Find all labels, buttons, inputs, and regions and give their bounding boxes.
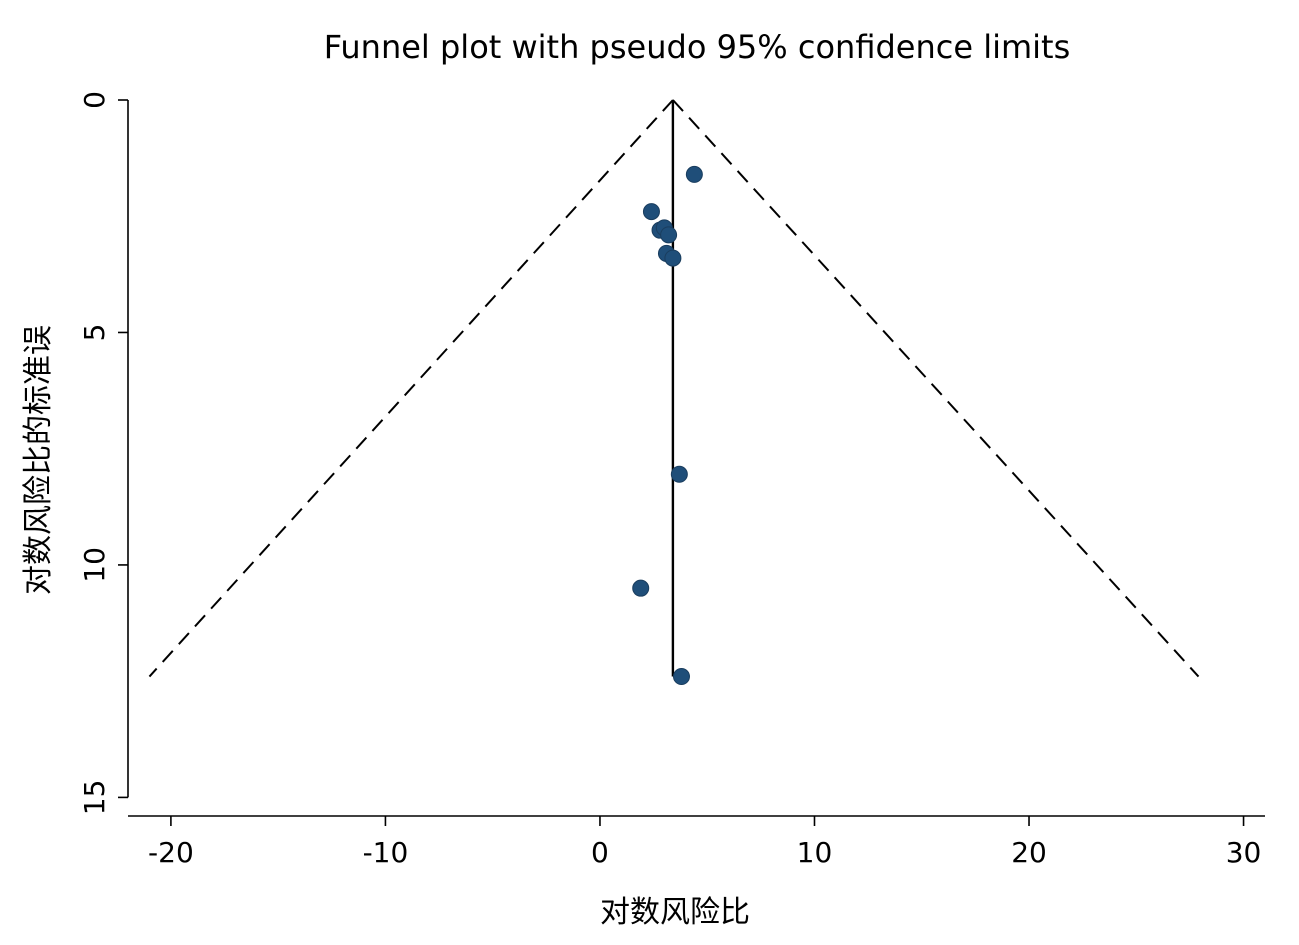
ci-upper-line — [672, 99, 1200, 678]
x-axis-label: 对数风险比 — [600, 895, 750, 930]
chart-title: Funnel plot with pseudo 95% confidence l… — [324, 28, 1071, 66]
y-tick-label: 10 — [78, 547, 111, 583]
data-point — [685, 165, 703, 183]
x-tick-label: -20 — [148, 836, 194, 869]
x-tick-label: 30 — [1226, 836, 1262, 869]
y-axis-label: 对数风险比的标准误 — [21, 325, 56, 595]
data-point — [670, 465, 688, 483]
data-points — [632, 165, 703, 686]
y-tick-label: 0 — [78, 91, 111, 109]
x-tick-label: 10 — [797, 836, 833, 869]
x-tick-label: -10 — [363, 836, 409, 869]
ci-lower-line — [148, 99, 674, 678]
data-point — [664, 249, 682, 267]
x-tick-label: 0 — [591, 836, 609, 869]
data-point — [632, 579, 650, 597]
data-point — [642, 203, 660, 221]
data-point — [672, 668, 690, 686]
x-tick-label: 20 — [1011, 836, 1047, 869]
axes: -20 -10 0 10 20 30 0 5 10 15 — [78, 91, 1265, 869]
data-point — [660, 226, 678, 244]
confidence-limits — [148, 99, 1200, 678]
y-tick-label: 15 — [78, 780, 111, 816]
y-tick-label: 5 — [78, 324, 111, 342]
